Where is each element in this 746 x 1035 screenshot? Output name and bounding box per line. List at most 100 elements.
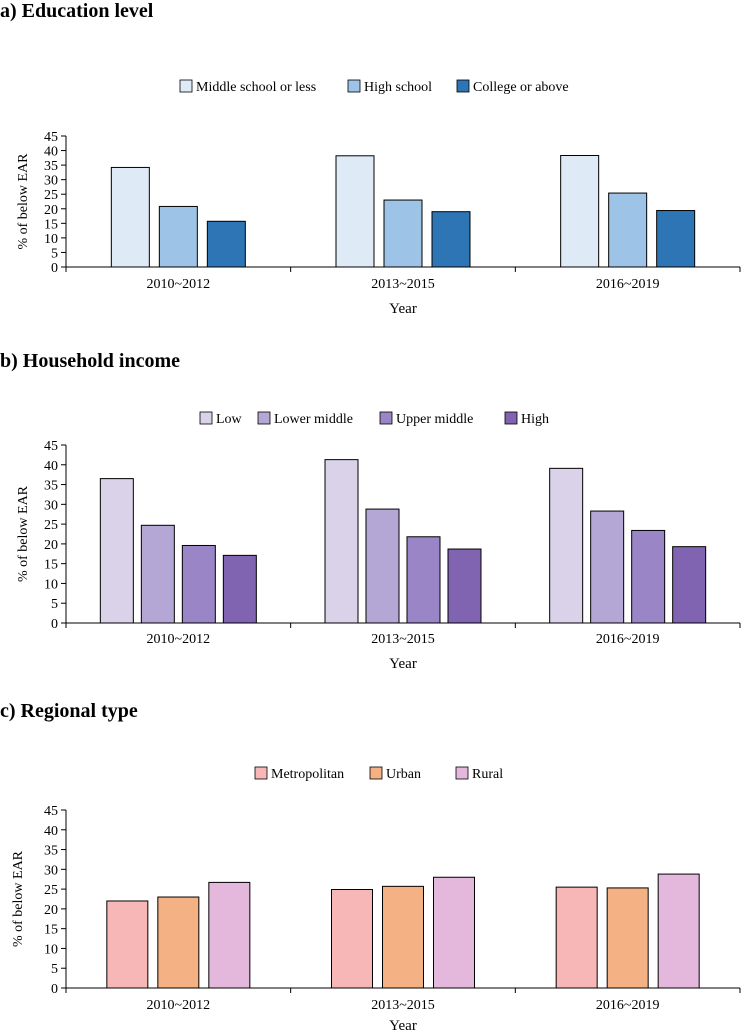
chart-title: a) Education level [0, 0, 154, 22]
bar [657, 873, 700, 989]
y-tick-label: 45 [44, 439, 58, 454]
bar [110, 166, 150, 268]
y-tick-label: 10 [44, 232, 58, 247]
bar [608, 192, 648, 268]
legend-swatch [254, 766, 268, 780]
chart-panel-household-income: b) Household income Low Lower middle Upper… [0, 350, 746, 680]
bar [140, 524, 175, 624]
legend-label: High school [364, 80, 432, 95]
x-tick-label: 2010~2012 [147, 277, 211, 292]
y-tick-label: 20 [44, 538, 58, 553]
bar [335, 155, 375, 268]
bar [382, 885, 424, 989]
bar [157, 896, 200, 989]
legend-label: College or above [473, 80, 569, 95]
bar [331, 889, 373, 989]
legend-swatch [504, 411, 518, 425]
bar [433, 876, 475, 989]
bar [606, 887, 649, 989]
legend-swatch [179, 79, 193, 93]
y-tick-label: 35 [44, 844, 58, 859]
legend-swatch [456, 79, 470, 93]
legend-label: Upper middle [396, 412, 473, 427]
legend-swatch [347, 79, 361, 93]
legend-label: Low [216, 412, 243, 427]
x-tick-label: 2013~2015 [371, 632, 435, 647]
x-tick-label: 2013~2015 [371, 998, 435, 1013]
y-axis-label: % of below EAR [16, 153, 31, 250]
bar [656, 210, 696, 268]
bar [324, 459, 359, 624]
y-tick-label: 45 [44, 804, 58, 819]
y-tick-label: 5 [51, 597, 58, 612]
chart-panel-education: a) Education level Middle school or less… [0, 0, 746, 330]
y-axis-label: % of below EAR [11, 850, 26, 947]
legend-label: High [521, 412, 549, 427]
legend-label: Middle school or less [196, 80, 316, 95]
y-tick-label: 30 [44, 863, 58, 878]
y-axis-label: % of below EAR [16, 485, 31, 582]
legend-swatch [369, 766, 383, 780]
x-tick-label: 2013~2015 [371, 277, 435, 292]
x-tick-label: 2010~2012 [147, 632, 211, 647]
y-tick-label: 0 [51, 617, 58, 632]
bar [549, 467, 584, 624]
y-tick-label: 40 [44, 459, 58, 474]
x-axis-label: Year [389, 301, 417, 317]
legend-swatch [257, 411, 271, 425]
y-tick-label: 15 [44, 217, 58, 232]
y-tick-label: 10 [44, 577, 58, 592]
chart-panel-regional-type: c) Regional type Metropolitan Urban Rural 0… [0, 700, 746, 1035]
x-tick-label: 2016~2019 [596, 632, 660, 647]
y-tick-label: 20 [44, 203, 58, 218]
legend-label: Rural [472, 767, 503, 782]
y-tick-label: 10 [44, 942, 58, 957]
y-tick-label: 0 [51, 261, 58, 276]
bar [431, 211, 471, 268]
legend-label: Lower middle [274, 412, 353, 427]
bar-chart-education: Middle school or less High school College … [16, 79, 741, 317]
bar [222, 554, 257, 624]
x-axis-label: Year [389, 1018, 417, 1034]
bar [447, 548, 482, 624]
y-tick-label: 25 [44, 188, 58, 203]
legend-label: Metropolitan [271, 767, 344, 782]
bar [206, 220, 246, 268]
y-tick-label: 15 [44, 923, 58, 938]
bar [590, 510, 625, 624]
bar [99, 478, 134, 624]
bar [106, 900, 149, 989]
y-tick-label: 20 [44, 903, 58, 918]
bar [672, 546, 707, 624]
bar [181, 544, 216, 624]
y-tick-label: 5 [51, 962, 58, 977]
bar [365, 508, 400, 624]
x-tick-label: 2016~2019 [596, 998, 660, 1013]
bar [555, 886, 598, 989]
x-tick-label: 2010~2012 [147, 998, 211, 1013]
bar [158, 205, 198, 268]
y-tick-label: 35 [44, 159, 58, 174]
y-tick-label: 35 [44, 479, 58, 494]
chart-title: c) Regional type [0, 700, 138, 722]
bar-chart-household-income: Low Lower middle Upper middle High 0 5 10 15 20 2… [16, 411, 741, 672]
y-tick-label: 5 [51, 246, 58, 261]
legend-swatch [379, 411, 393, 425]
bar [560, 155, 600, 268]
bar [383, 199, 423, 268]
y-tick-label: 30 [44, 498, 58, 513]
bar-chart-regional-type: Metropolitan Urban Rural 0 5 10 15 20 25 30 35 40 45… [11, 766, 741, 1034]
y-tick-label: 45 [44, 130, 58, 145]
bar [631, 529, 666, 624]
y-tick-label: 40 [44, 145, 58, 160]
y-tick-label: 30 [44, 174, 58, 189]
legend-swatch [455, 766, 469, 780]
x-axis-label: Year [389, 656, 417, 672]
y-tick-label: 25 [44, 883, 58, 898]
legend-label: Urban [386, 767, 421, 782]
chart-title: b) Household income [0, 350, 181, 372]
bar [208, 881, 251, 989]
x-tick-label: 2016~2019 [596, 277, 660, 292]
y-tick-label: 40 [44, 824, 58, 839]
y-tick-label: 0 [51, 982, 58, 997]
